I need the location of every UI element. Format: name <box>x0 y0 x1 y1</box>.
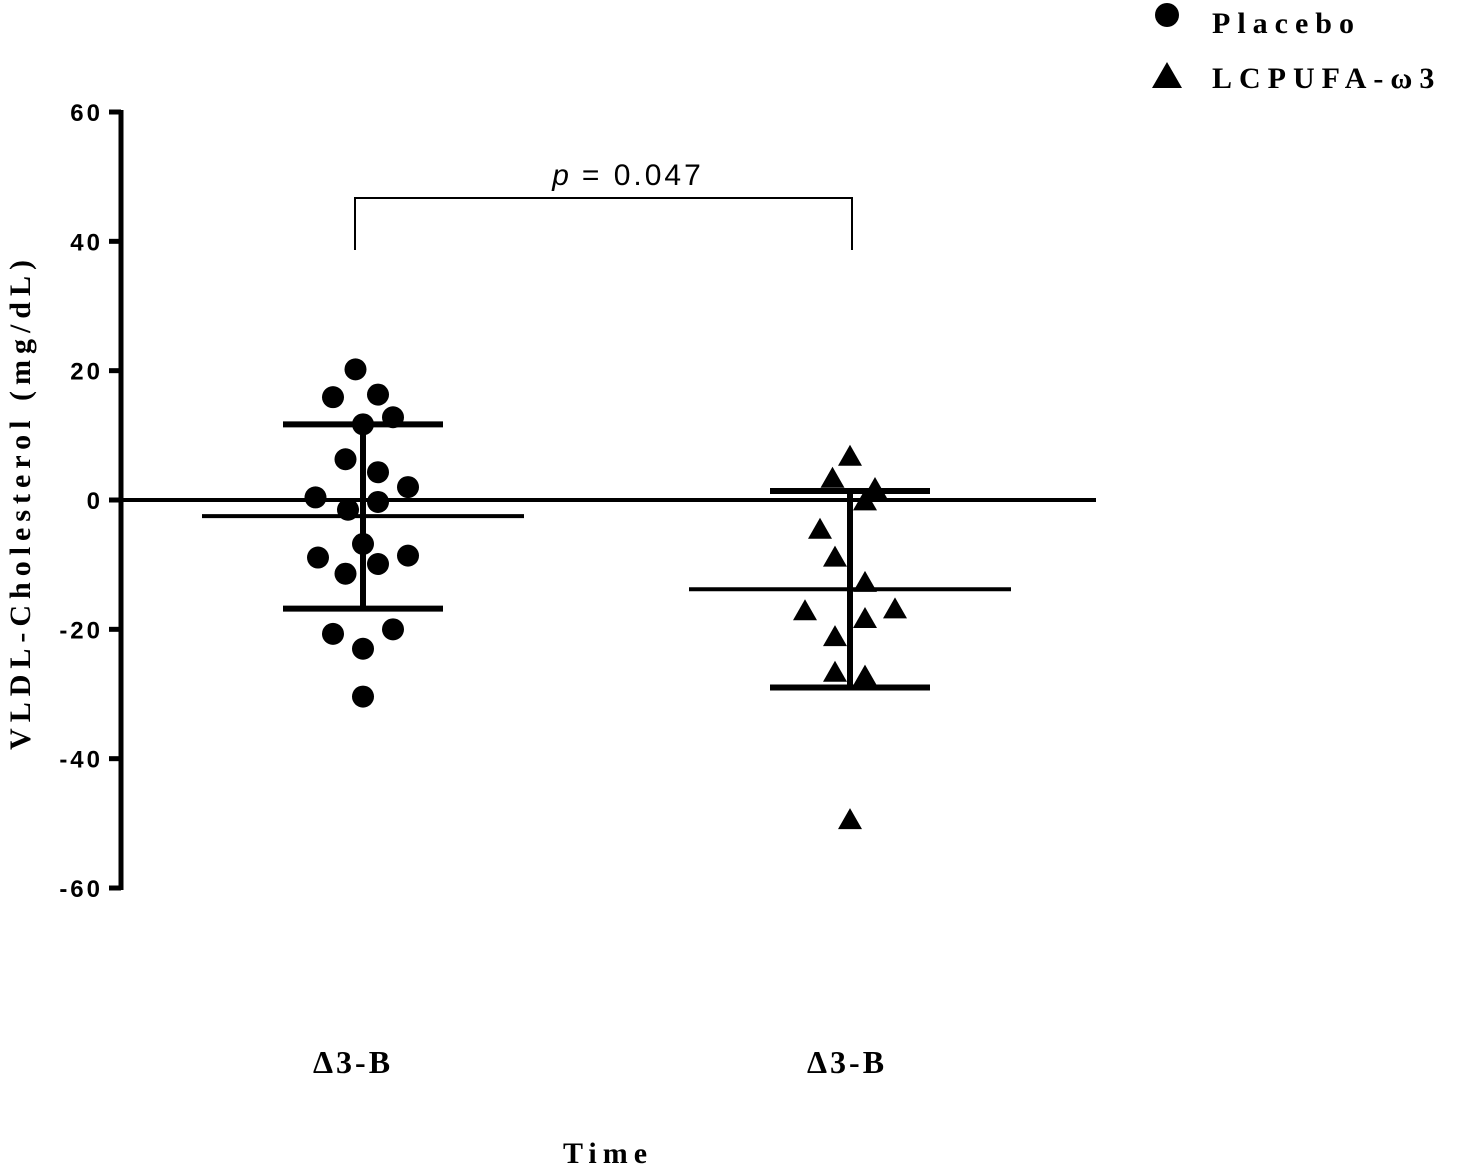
placebo-point <box>352 685 374 708</box>
category-label-lcpufa: Δ3-B <box>807 1044 887 1080</box>
placebo-point <box>397 476 419 499</box>
data-points <box>304 358 907 830</box>
lcpufa-point <box>838 444 862 466</box>
y-axis: 60 40 20 0 -20 -40 -60 <box>59 100 124 903</box>
legend: Placebo LCPUFA-ω3 <box>1152 3 1441 95</box>
placebo-point <box>367 490 389 513</box>
lcpufa-point <box>820 466 845 488</box>
y-tick-label: 40 <box>70 229 103 256</box>
x-axis-title: Time <box>563 1137 653 1170</box>
placebo-point <box>322 622 344 645</box>
lcpufa-point <box>853 489 877 511</box>
placebo-point <box>322 386 344 409</box>
lcpufa-point <box>793 599 817 621</box>
lcpufa-point <box>823 660 847 682</box>
lcpufa-point <box>838 808 862 830</box>
placebo-point <box>397 544 419 567</box>
placebo-point <box>304 486 327 509</box>
placebo-point <box>352 637 374 660</box>
p-symbol: p <box>551 159 572 192</box>
legend-item-placebo: Placebo <box>1155 3 1361 40</box>
y-tick-label: -20 <box>59 617 103 644</box>
legend-label-placebo: Placebo <box>1212 7 1361 40</box>
placebo-point <box>334 562 357 585</box>
significance-bracket <box>354 197 853 250</box>
placebo-point <box>334 448 357 471</box>
lcpufa-point <box>853 570 877 592</box>
placebo-point <box>367 383 389 406</box>
error-bars <box>202 421 1011 691</box>
placebo-point <box>367 553 389 576</box>
y-tick-label: -60 <box>59 876 103 903</box>
placebo-point <box>367 461 389 484</box>
lcpufa-point <box>883 597 907 619</box>
y-tick-label: 0 <box>87 488 103 515</box>
placebo-point <box>382 618 404 641</box>
lcpufa-point <box>853 607 877 629</box>
lcpufa-point <box>863 477 887 499</box>
legend-label-lcpufa: LCPUFA-ω3 <box>1212 62 1441 95</box>
y-tick-label: 20 <box>70 359 103 386</box>
lcpufa-point <box>823 625 847 647</box>
placebo-point <box>307 546 329 569</box>
category-label-placebo: Δ3-B <box>313 1044 393 1080</box>
p-value-text: = 0.047 <box>582 159 704 192</box>
lcpufa-point <box>823 545 847 567</box>
y-axis-title: VLDL-Cholesterol (mg/dL) <box>4 254 37 750</box>
legend-item-lcpufa: LCPUFA-ω3 <box>1152 62 1441 95</box>
placebo-point <box>352 413 374 436</box>
placebo-point <box>352 532 374 555</box>
legend-triangle-marker <box>1152 62 1182 88</box>
y-tick-label: -40 <box>59 747 103 774</box>
lcpufa-point <box>808 517 832 539</box>
placebo-point <box>382 406 404 429</box>
placebo-point <box>344 358 367 381</box>
lcpufa-point <box>853 664 877 686</box>
p-value-annotation: p = 0.047 <box>551 159 704 192</box>
placebo-point <box>337 498 359 521</box>
y-tick-label: 60 <box>70 100 103 127</box>
legend-circle-marker <box>1155 3 1179 27</box>
